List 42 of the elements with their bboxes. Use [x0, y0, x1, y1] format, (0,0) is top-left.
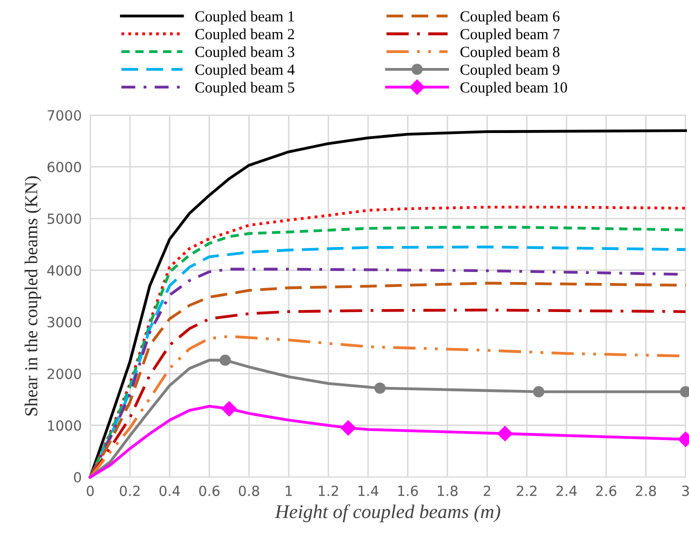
point	[374, 382, 386, 394]
x-tick-label: 1.4	[358, 486, 378, 496]
point	[222, 401, 237, 416]
legend-label: Coupled beam 8	[460, 46, 560, 60]
y-tick-label: 2000	[48, 368, 82, 380]
x-tick-label: 2.4	[556, 486, 577, 496]
y-tick-label: 3000	[48, 316, 82, 328]
y-tick-label: 0	[74, 472, 82, 483]
x-tick-label: 0.8	[238, 486, 260, 496]
y-axis-title: Shear in the coupled beams (KN)	[24, 176, 42, 416]
legend-label: Coupled beam 3	[195, 46, 294, 60]
y-tick-label: 6000	[48, 162, 82, 172]
x-tick-label: 1.8	[438, 486, 458, 496]
y-tick-label: 4000	[47, 265, 82, 276]
point	[340, 420, 356, 436]
x-tick-label: 1.6	[398, 486, 418, 496]
legend-label: Coupled beam 6	[460, 10, 560, 25]
point	[497, 426, 513, 442]
x-tick-label: 1	[286, 486, 292, 496]
x-tick-label: 0.2	[120, 486, 140, 496]
x-tick-label: 0.4	[160, 486, 180, 496]
point	[533, 386, 544, 398]
legend-label: Coupled beam 1	[195, 10, 294, 25]
y-tick-label: 5000	[48, 214, 82, 224]
x-tick-label: 1.2	[318, 486, 338, 496]
x-tick-label: 0	[86, 486, 94, 496]
x-tick-label: 0.6	[199, 486, 220, 496]
x-axis-title: Height of coupled beams (m)	[274, 504, 500, 522]
y-tick-label: 1000	[48, 420, 82, 431]
legend-label: Coupled beam 4	[195, 64, 295, 78]
x-tick-label: 3	[682, 486, 689, 496]
x-tick-label: 2	[484, 486, 490, 496]
legend-label: Coupled beam 10	[460, 82, 568, 96]
legend-label: Coupled beam 9	[460, 64, 560, 78]
x-tick-label: 2.2	[516, 486, 536, 496]
y-tick-label: 7000	[48, 110, 82, 121]
legend-label: Coupled beam 2	[195, 28, 294, 42]
x-tick-label: 2.8	[636, 486, 656, 496]
legend-label: Coupled beam 5	[195, 82, 294, 96]
point	[220, 354, 231, 366]
x-tick-label: 2.6	[596, 486, 616, 496]
legend-label: Coupled beam 7	[460, 28, 560, 42]
